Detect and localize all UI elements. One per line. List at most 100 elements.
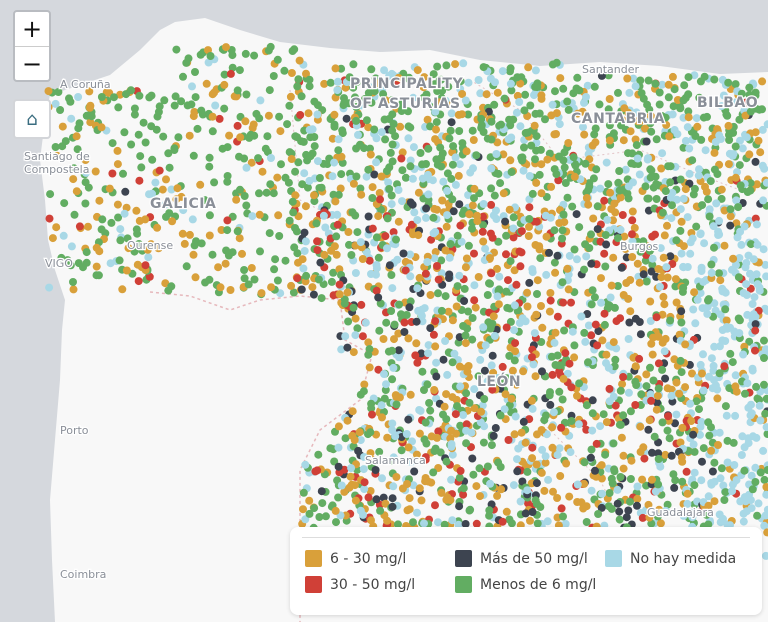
dot-no-measure bbox=[434, 518, 442, 527]
dot-no-measure bbox=[624, 335, 633, 343]
dot-no-measure bbox=[761, 551, 768, 560]
dot-under-6 bbox=[502, 231, 511, 240]
dot-6-30 bbox=[226, 286, 235, 294]
dot-under-6 bbox=[532, 499, 541, 508]
dot-no-measure bbox=[161, 200, 170, 209]
dot-no-measure bbox=[384, 178, 393, 187]
home-button[interactable]: ⌂ bbox=[13, 99, 51, 139]
dot-6-30 bbox=[394, 217, 403, 226]
dot-no-measure bbox=[740, 222, 749, 231]
dot-6-30 bbox=[437, 488, 446, 497]
dot-6-30 bbox=[589, 214, 598, 223]
dot-30-50 bbox=[313, 246, 322, 255]
dot-under-6 bbox=[611, 355, 620, 364]
swatch bbox=[605, 550, 622, 567]
dot-6-30 bbox=[537, 302, 545, 310]
dot-30-50 bbox=[335, 280, 344, 289]
dot-6-30 bbox=[405, 494, 414, 503]
dot-no-measure bbox=[762, 272, 768, 281]
dot-over-50 bbox=[625, 318, 634, 327]
dot-under-6 bbox=[160, 96, 169, 105]
dot-no-measure bbox=[469, 164, 477, 173]
dot-over-50 bbox=[460, 297, 469, 305]
dot-6-30 bbox=[584, 200, 593, 209]
dot-30-50 bbox=[515, 247, 524, 256]
dot-over-50 bbox=[613, 499, 622, 508]
dot-6-30 bbox=[494, 300, 503, 309]
dot-30-50 bbox=[557, 504, 566, 513]
dot-no-measure bbox=[380, 66, 389, 75]
dot-under-6 bbox=[223, 226, 232, 235]
dot-under-6 bbox=[261, 144, 270, 153]
dot-under-6 bbox=[341, 434, 350, 443]
dot-under-6 bbox=[130, 247, 139, 256]
dot-6-30 bbox=[196, 180, 205, 189]
dot-under-6 bbox=[314, 275, 323, 284]
dot-6-30 bbox=[683, 489, 692, 498]
dot-no-measure bbox=[388, 284, 397, 293]
dot-no-measure bbox=[514, 444, 523, 453]
dot-no-measure bbox=[715, 428, 724, 437]
dot-6-30 bbox=[375, 189, 384, 197]
dot-6-30 bbox=[471, 303, 480, 312]
dot-under-6 bbox=[353, 77, 362, 86]
dot-under-6 bbox=[79, 263, 87, 272]
zoom-out-button[interactable]: − bbox=[21, 50, 43, 78]
dot-6-30 bbox=[732, 387, 741, 396]
dot-over-50 bbox=[518, 477, 527, 486]
dot-no-measure bbox=[424, 349, 432, 358]
dot-30-50 bbox=[226, 69, 235, 78]
dot-under-6 bbox=[632, 381, 641, 389]
dot-under-6 bbox=[587, 230, 595, 239]
dot-over-50 bbox=[597, 503, 606, 512]
dot-no-measure bbox=[713, 385, 722, 394]
dot-under-6 bbox=[661, 113, 670, 122]
dot-6-30 bbox=[477, 407, 486, 416]
dot-6-30 bbox=[537, 91, 546, 100]
dot-no-measure bbox=[749, 432, 757, 441]
dot-6-30 bbox=[578, 107, 587, 116]
dot-under-6 bbox=[496, 179, 505, 188]
dot-no-measure bbox=[341, 332, 350, 341]
dot-no-measure bbox=[334, 135, 343, 144]
dot-6-30 bbox=[657, 273, 666, 282]
dot-no-measure bbox=[356, 238, 365, 247]
dot-no-measure bbox=[432, 358, 441, 367]
dot-no-measure bbox=[510, 301, 519, 310]
dot-no-measure bbox=[548, 100, 557, 109]
dot-under-6 bbox=[392, 400, 401, 409]
dot-under-6 bbox=[658, 208, 667, 217]
dot-under-6 bbox=[381, 386, 390, 394]
dot-under-6 bbox=[326, 78, 335, 87]
dot-under-6 bbox=[483, 462, 492, 471]
dot-under-6 bbox=[376, 506, 385, 515]
dot-no-measure bbox=[360, 453, 369, 461]
dot-under-6 bbox=[668, 201, 676, 210]
dot-no-measure bbox=[732, 261, 740, 269]
dot-30-50 bbox=[45, 214, 54, 223]
dot-6-30 bbox=[365, 363, 374, 372]
dot-6-30 bbox=[519, 367, 528, 376]
dot-under-6 bbox=[646, 173, 655, 182]
zoom-in-button[interactable]: + bbox=[15, 12, 49, 47]
dot-under-6 bbox=[453, 402, 461, 411]
dot-no-measure bbox=[739, 517, 748, 526]
dot-under-6 bbox=[456, 77, 465, 86]
dot-under-6 bbox=[148, 155, 157, 164]
dot-no-measure bbox=[389, 482, 398, 491]
dot-under-6 bbox=[114, 213, 123, 222]
dot-under-6 bbox=[726, 205, 735, 214]
dot-30-50 bbox=[668, 260, 677, 268]
dot-30-50 bbox=[528, 353, 536, 362]
dot-30-50 bbox=[411, 351, 420, 360]
dot-no-measure bbox=[179, 206, 188, 215]
dot-under-6 bbox=[477, 114, 486, 123]
dot-under-6 bbox=[575, 223, 584, 232]
dot-under-6 bbox=[380, 394, 389, 403]
dot-6-30 bbox=[619, 136, 628, 145]
dot-over-50 bbox=[572, 210, 581, 219]
dot-no-measure bbox=[120, 209, 129, 218]
dot-over-50 bbox=[385, 261, 394, 270]
dot-under-6 bbox=[601, 231, 610, 239]
